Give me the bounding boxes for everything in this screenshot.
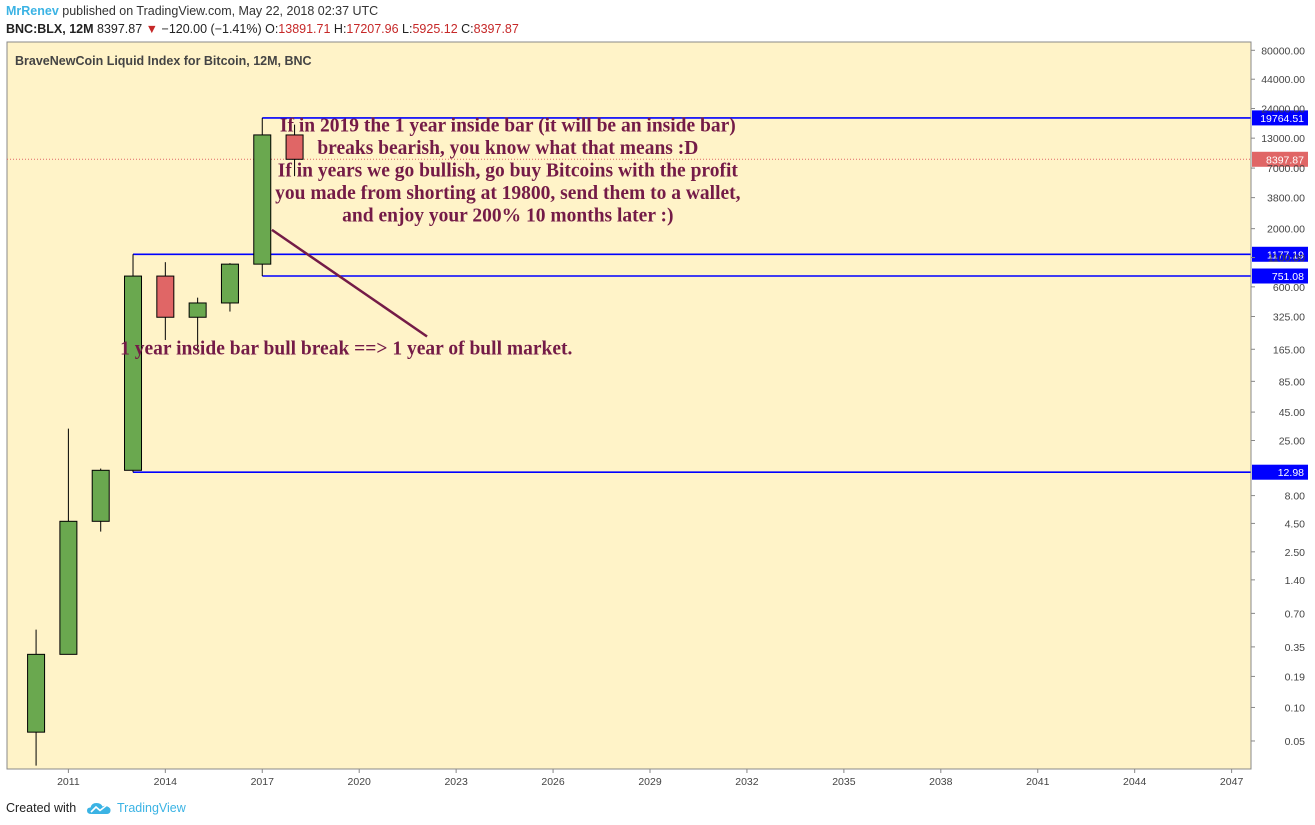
annotation-text-line: you made from shorting at 19800, send th… — [275, 183, 741, 204]
level-price-badge — [1252, 110, 1308, 126]
time-tick-label: 2011 — [57, 776, 80, 788]
price-tick-label: 4.50 — [1285, 518, 1306, 530]
author-link[interactable]: MrRenev — [6, 4, 59, 18]
time-tick-label: 2014 — [154, 776, 178, 788]
price-tick-label: 0.05 — [1285, 736, 1306, 748]
high-key: H: — [333, 22, 347, 36]
price-tick-label: 1100.00 — [1268, 253, 1305, 265]
annotations: If in 2019 the 1 year inside bar (it wil… — [120, 116, 741, 360]
high-value: 17207.96 — [346, 22, 399, 36]
price-tick-label: 24000.00 — [1261, 104, 1305, 116]
last-price-badge — [1252, 151, 1308, 167]
price-tick-label: 600.00 — [1273, 282, 1305, 294]
published-text: published on TradingView.com, May 22, 20… — [62, 4, 379, 18]
price-tick-label: 13000.00 — [1261, 133, 1305, 145]
tradingview-link[interactable]: TradingView — [117, 801, 186, 815]
annotation-text-line: If in years we go bullish, go buy Bitcoi… — [278, 161, 739, 182]
annotation-text-line: breaks bearish, you know what that means… — [317, 138, 698, 159]
price-tick-label: 45.00 — [1279, 407, 1305, 419]
price-tick-label: 2000.00 — [1267, 224, 1305, 236]
annotation-text-line: If in 2019 the 1 year inside bar (it wil… — [280, 116, 736, 137]
last-price-label: 8397.87 — [1266, 154, 1304, 166]
price-tick-label: 0.10 — [1285, 702, 1306, 714]
ohlc-legend: BNC:BLX, 12M 8397.87 ▼ −120.00 (−1.41%) … — [6, 22, 519, 36]
time-tick-label: 2023 — [444, 776, 468, 788]
candle-up — [253, 134, 272, 265]
close-value: 8397.87 — [473, 22, 519, 36]
level-price-badge — [1252, 464, 1308, 480]
price-tick-label: 7000.00 — [1267, 163, 1305, 175]
price-tick-label: 3800.00 — [1267, 193, 1305, 205]
time-tick-label: 2026 — [541, 776, 565, 788]
footer: Created with TradingView — [0, 795, 1315, 825]
price-tick-label: 2.50 — [1285, 547, 1306, 559]
annotation-text-line: and enjoy your 200% 10 months later :) — [342, 206, 673, 227]
created-with-label: Created with — [6, 801, 77, 815]
price-tick-label: 0.70 — [1285, 608, 1306, 620]
low-key: L: — [402, 22, 413, 36]
level-price-badge — [1252, 268, 1308, 284]
level-price-badge — [1252, 246, 1308, 262]
price-axis[interactable]: 80000.00 44000.00 24000.00 13000.00 7000.00 3… — [1250, 42, 1306, 769]
candle-up — [124, 275, 143, 471]
low-value: 5925.12 — [412, 22, 458, 36]
price-tick-label: 25.00 — [1279, 436, 1305, 448]
price-tick-label: 325.00 — [1273, 312, 1305, 324]
tradingview-cloud-icon[interactable] — [86, 801, 112, 817]
close-key: C: — [461, 22, 474, 36]
candle-down — [285, 134, 304, 160]
candles — [27, 117, 304, 766]
down-arrow-icon: ▼ — [145, 22, 159, 36]
candle-up — [59, 520, 78, 655]
chart-title: BraveNewCoin Liquid Index for Bitcoin, 1… — [15, 54, 312, 68]
candle-up — [220, 263, 239, 304]
candle-up — [188, 302, 207, 318]
price-tick-label: 85.00 — [1279, 376, 1305, 388]
price-tick-label: 80000.00 — [1261, 45, 1305, 57]
candlestick-chart[interactable]: 19764.51 1177.19 751.08 12.98 8397.87 If in … — [0, 0, 1315, 795]
trend-arrow-line — [271, 228, 428, 338]
price-tick-label: 44000.00 — [1261, 74, 1305, 86]
level-price-label: 1177.19 — [1267, 249, 1304, 261]
publish-info: MrRenev published on TradingView.com, Ma… — [6, 4, 378, 18]
price-tick-label: 165.00 — [1273, 344, 1305, 356]
price-tick-label: 8.00 — [1285, 491, 1306, 503]
symbol-label[interactable]: BNC:BLX, 12M — [6, 22, 94, 36]
price-tick-label: 0.35 — [1285, 642, 1306, 654]
time-tick-label: 2017 — [251, 776, 275, 788]
price-tick-label: 0.19 — [1285, 671, 1306, 683]
plot-area[interactable] — [6, 41, 1252, 770]
change-label: −120.00 (−1.41%) — [161, 22, 262, 36]
annotation-text-line: 1 year inside bar bull break ==> 1 year … — [120, 338, 572, 359]
time-tick-label: 2041 — [1026, 776, 1050, 788]
time-tick-label: 2047 — [1220, 776, 1244, 788]
open-value: 13891.71 — [278, 22, 331, 36]
last-price-label: 8397.87 — [97, 22, 143, 36]
candle-down — [156, 275, 175, 318]
chart-header: MrRenev published on TradingView.com, Ma… — [0, 0, 1315, 42]
time-axis[interactable]: 2011 2014 2017 2020 2023 2026 2029 2032 2035 2038… — [7, 768, 1251, 788]
time-tick-label: 2029 — [638, 776, 662, 788]
candle-up — [91, 469, 110, 522]
time-tick-label: 2020 — [348, 776, 372, 788]
time-tick-label: 2038 — [929, 776, 953, 788]
time-tick-label: 2044 — [1123, 776, 1147, 788]
time-tick-label: 2035 — [832, 776, 856, 788]
level-price-label: 19764.51 — [1260, 113, 1304, 125]
time-tick-label: 2032 — [735, 776, 759, 788]
candle-up — [27, 653, 46, 733]
level-price-label: 751.08 — [1272, 271, 1304, 283]
level-lines: 19764.51 1177.19 751.08 12.98 8397.87 — [7, 110, 1308, 480]
open-key: O: — [265, 22, 279, 36]
level-price-label: 12.98 — [1278, 467, 1304, 479]
price-tick-label: 1.40 — [1285, 575, 1306, 587]
